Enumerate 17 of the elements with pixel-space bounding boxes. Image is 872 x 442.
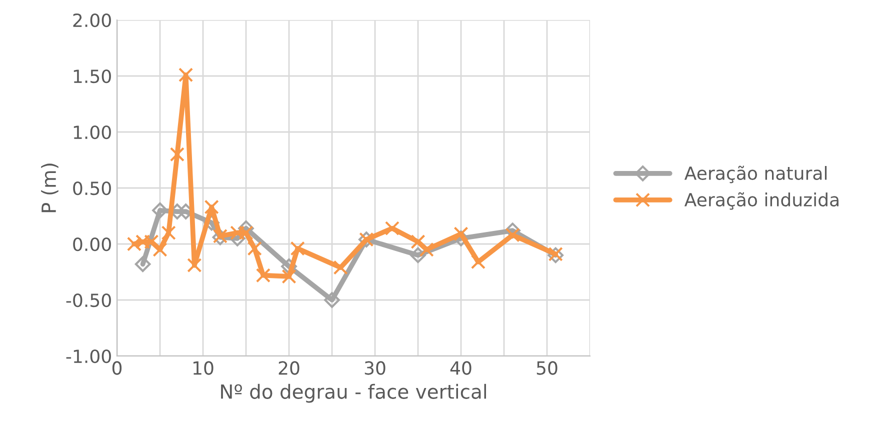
y-tick-label: 1.50 xyxy=(74,69,111,84)
x-tick-label: 10 xyxy=(193,361,214,375)
y-tick-label: 0.50 xyxy=(73,181,111,196)
legend-label: Aeração induzida xyxy=(684,192,838,210)
x-tick-label: 0 xyxy=(112,361,122,375)
y-tick-label: 0.00 xyxy=(73,237,111,252)
x-tick-label: 20 xyxy=(278,361,300,375)
x-tick-label: 40 xyxy=(450,361,472,375)
y-tick-label: 1.00 xyxy=(74,125,111,140)
x-tick-label: 50 xyxy=(536,361,558,375)
y-axis-title: P (m) xyxy=(41,164,58,212)
y-tick-label: -0.50 xyxy=(66,293,111,308)
y-tick-label: -1.00 xyxy=(66,349,111,364)
x-axis-title: Nº do degrau - face vertical xyxy=(221,384,486,403)
x-tick-label: 30 xyxy=(364,361,386,375)
legend-label: Aeração natural xyxy=(684,166,827,184)
y-tick-label: 2.00 xyxy=(73,13,111,28)
